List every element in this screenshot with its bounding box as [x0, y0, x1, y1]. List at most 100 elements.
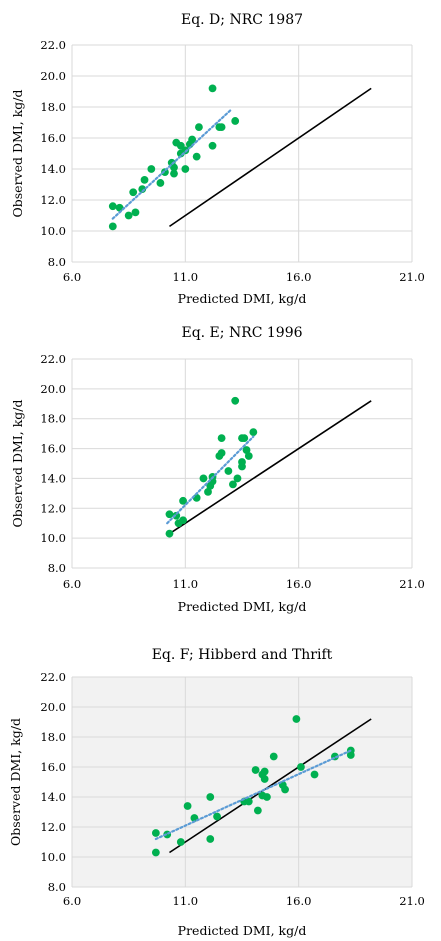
- y-tick-label: 22.0: [40, 352, 66, 366]
- y-tick-label: 10.0: [40, 531, 66, 545]
- x-tick-label: 16.0: [286, 577, 312, 591]
- chart-title: Eq. D; NRC 1987: [181, 12, 303, 28]
- data-point: [260, 767, 269, 776]
- data-point: [213, 812, 221, 821]
- x-axis-label: Predicted DMI, kg/d: [178, 291, 307, 306]
- data-point: [217, 123, 226, 132]
- x-tick-label: 6.0: [63, 577, 81, 591]
- data-point: [297, 763, 305, 771]
- data-point: [165, 510, 174, 519]
- identity-line: [169, 87, 372, 228]
- y-tick-label: 12.0: [40, 820, 66, 834]
- data-point: [140, 175, 149, 184]
- data-point: [249, 428, 258, 437]
- data-point: [231, 117, 240, 125]
- y-tick-label: 20.0: [40, 382, 66, 396]
- data-point: [181, 165, 190, 173]
- data-point: [199, 474, 208, 483]
- data-point: [131, 208, 140, 217]
- data-point: [281, 785, 289, 794]
- chart-panel-nrc-1987: 8.0 10.0 12.0 14.0 16.0 18.0 20.0 22.0 6.0 11.0 16…: [0, 0, 441, 313]
- data-point: [229, 480, 237, 489]
- trend-line: [154, 749, 352, 841]
- data-point: [108, 202, 117, 211]
- data-point: [156, 179, 165, 187]
- data-point: [208, 477, 217, 486]
- data-point: [238, 458, 246, 466]
- data-point: [165, 529, 174, 538]
- x-tick-label: 16.0: [286, 270, 312, 284]
- identity-line: [169, 400, 372, 535]
- data-point: [269, 752, 278, 761]
- data-point: [217, 449, 226, 457]
- data-point: [242, 446, 251, 454]
- plot-background: [72, 677, 412, 887]
- x-tick-label: 21.0: [399, 270, 425, 284]
- data-point: [192, 152, 201, 161]
- y-tick-label: 10.0: [40, 224, 66, 238]
- x-tick-label: 21.0: [399, 894, 425, 908]
- data-point: [124, 211, 133, 220]
- y-tick-label: 12.0: [40, 193, 66, 207]
- data-point: [260, 775, 269, 783]
- data-point: [240, 434, 249, 443]
- y-tick-label: 8.0: [48, 255, 66, 269]
- identity-line: [169, 718, 372, 854]
- y-tick-label: 22.0: [40, 670, 66, 684]
- data-point: [206, 835, 215, 843]
- y-tick-label: 14.0: [40, 162, 66, 176]
- y-tick-label: 18.0: [40, 412, 66, 426]
- scatter-chart-nrc-1987: 8.0 10.0 12.0 14.0 16.0 18.0 20.0 22.0 6.0 11.0 16…: [10, 12, 425, 306]
- y-tick-label: 20.0: [40, 700, 66, 714]
- data-point: [206, 793, 215, 801]
- x-tick-label: 21.0: [399, 577, 425, 591]
- data-point: [172, 511, 181, 520]
- data-point: [251, 766, 260, 774]
- data-point: [108, 222, 117, 231]
- x-tick-label: 11.0: [173, 894, 199, 908]
- trend-line: [111, 108, 232, 220]
- scatter-chart-nrc-1996: 8.0 10.0 12.0 14.0 16.0 18.0 20.0 22.0 6.0 11.0 16…: [10, 325, 425, 614]
- chart-title: Eq. F; Hibberd and Thrift: [152, 647, 333, 663]
- y-tick-label: 16.0: [40, 131, 66, 145]
- chart-title: Eq. E; NRC 1996: [181, 325, 302, 341]
- y-tick-label: 10.0: [40, 850, 66, 864]
- y-tick-label: 16.0: [40, 760, 66, 774]
- y-tick-label: 14.0: [40, 471, 66, 485]
- x-tick-label: 11.0: [173, 577, 199, 591]
- data-point: [147, 165, 156, 173]
- data-point: [170, 169, 178, 178]
- data-point: [244, 797, 253, 806]
- data-point: [170, 163, 178, 172]
- data-point: [244, 452, 253, 460]
- x-tick-label: 16.0: [286, 894, 312, 908]
- y-tick-label: 22.0: [40, 38, 66, 52]
- data-point: [195, 123, 203, 132]
- data-point: [233, 474, 242, 483]
- y-tick-label: 20.0: [40, 69, 66, 83]
- x-axis-label: Predicted DMI, kg/d: [178, 599, 307, 614]
- data-point: [253, 806, 262, 815]
- data-point: [188, 135, 197, 144]
- data-point: [176, 838, 185, 846]
- data-point: [208, 141, 217, 150]
- y-axis-label: Observed DMI, kg/d: [10, 400, 25, 528]
- y-tick-label: 8.0: [48, 880, 66, 894]
- y-tick-label: 14.0: [40, 790, 66, 804]
- chart-panel-hibberd-thrift: 8.0 10.0 12.0 14.0 16.0 18.0 20.0 22.0 6.0 11.0 16…: [0, 628, 441, 941]
- data-point: [115, 203, 124, 212]
- data-point: [310, 770, 319, 779]
- data-point: [179, 516, 187, 525]
- x-tick-label: 11.0: [173, 270, 199, 284]
- data-point: [204, 487, 212, 496]
- scatter-chart-hibberd-thrift: 8.0 10.0 12.0 14.0 16.0 18.0 20.0 22.0 6.0 11.0 16…: [8, 647, 425, 938]
- y-axis-label: Observed DMI, kg/d: [10, 90, 25, 218]
- trend-line: [166, 435, 255, 525]
- data-point: [263, 793, 271, 801]
- data-point: [129, 188, 138, 197]
- y-tick-label: 16.0: [40, 442, 66, 456]
- y-tick-label: 8.0: [48, 561, 66, 575]
- data-point: [231, 396, 240, 405]
- data-point: [208, 84, 217, 93]
- data-point: [179, 496, 187, 505]
